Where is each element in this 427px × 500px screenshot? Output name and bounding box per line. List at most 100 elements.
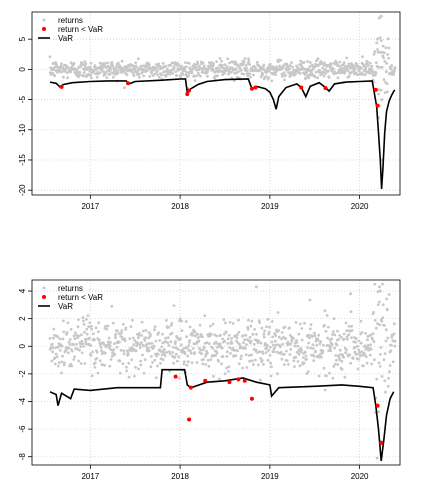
returns-point [169,324,173,327]
returns-point [78,342,82,346]
returns-point [222,66,226,70]
returns-point [245,66,248,70]
returns-point [62,319,65,323]
returns-point [216,74,219,78]
returns-point [349,361,352,365]
returns-point [323,323,326,327]
returns-point [257,363,260,367]
returns-point [332,365,336,368]
returns-point [69,328,73,331]
returns-point [277,335,281,339]
returns-point [217,377,221,381]
returns-point [223,63,227,66]
returns-point [169,63,172,67]
returns-point [353,346,357,349]
returns-point [342,332,346,336]
returns-point [234,348,237,352]
returns-point [128,337,132,341]
returns-point [288,64,292,68]
returns-point [216,342,220,346]
returns-point [183,352,187,356]
returns-point [148,349,151,353]
returns-point [257,339,261,343]
returns-point [165,351,169,354]
returns-point [142,371,146,375]
returns-point [136,336,140,340]
returns-point [194,63,197,67]
returns-point [159,361,162,365]
returns-point [115,65,118,69]
returns-point [321,66,324,70]
returns-point [265,343,269,347]
returns-point [376,37,380,41]
returns-point [158,75,161,79]
returns-point [255,60,259,64]
returns-point [247,339,251,343]
returns-point [111,75,115,79]
returns-point [82,319,85,323]
returns-point [330,343,334,346]
returns-point [197,339,201,343]
exceedance-point [323,86,328,91]
returns-point [151,361,154,364]
returns-point [79,362,83,365]
returns-point [282,352,286,356]
returns-point [95,357,99,360]
returns-point [161,332,164,336]
returns-point [393,322,396,326]
plot-frame [31,11,401,196]
returns-point [108,364,112,368]
returns-point [252,342,256,346]
returns-point [167,344,171,347]
exceedance-point [187,88,192,93]
returns-point [378,365,382,368]
returns-point [288,326,291,330]
returns-point [243,57,247,60]
returns-point [259,378,262,382]
returns-point [160,353,164,357]
returns-point [205,341,209,345]
returns-point [231,322,235,325]
returns-point [326,336,329,340]
returns-point [173,355,177,359]
returns-point [392,332,396,336]
returns-point [250,319,254,323]
returns-point [361,55,364,59]
returns-point [80,333,83,337]
returns-point [265,346,269,349]
returns-point [343,375,347,379]
returns-point [374,326,378,330]
returns-point [294,355,298,359]
returns-point [118,371,122,375]
returns-point [257,64,261,67]
returns-point [174,70,178,73]
returns-point [305,71,308,75]
returns-point [358,354,362,358]
returns-point [203,314,207,317]
returns-point [211,64,215,68]
returns-point [238,343,242,346]
returns-point [357,339,361,343]
returns-point [134,365,138,369]
returns-point [377,92,380,96]
returns-point [211,322,215,326]
returns-point [341,69,345,73]
returns-point [313,65,317,69]
returns-point [122,349,126,353]
returns-point [345,329,349,333]
returns-point [150,70,154,73]
returns-point [88,321,92,324]
returns-point [303,350,307,354]
returns-point [98,338,101,342]
returns-point [379,39,383,42]
returns-point [347,333,351,337]
returns-point [328,371,331,375]
returns-point [244,353,248,357]
returns-point [83,330,86,334]
returns-point [308,61,312,64]
returns-point [382,56,385,60]
returns-point [132,343,136,346]
returns-point [373,358,376,362]
returns-point [361,73,365,76]
returns-point [316,57,320,61]
